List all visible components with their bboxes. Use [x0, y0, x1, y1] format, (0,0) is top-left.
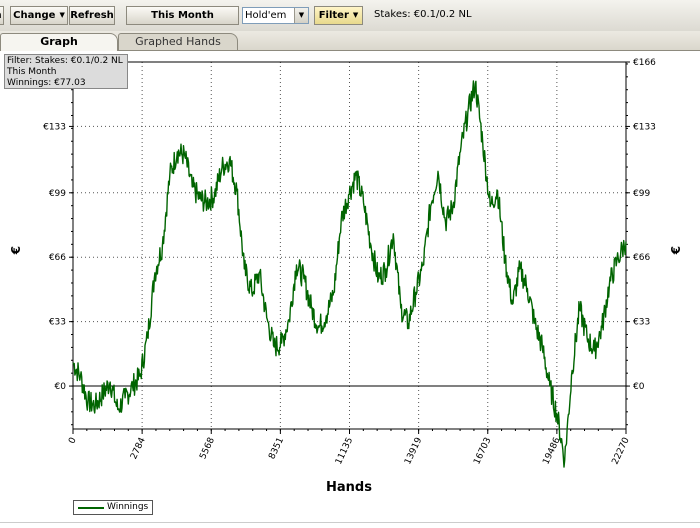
y-tick-label: €33: [633, 318, 650, 328]
winnings-chart: €0€33€66€99€133€166 €0€33€66€99€133€166 …: [9, 58, 683, 495]
info-period-line: This Month: [7, 67, 57, 77]
y-tick-label: €166: [633, 58, 656, 68]
y-axis-label-right: €: [669, 246, 683, 255]
chevron-down-icon: ▼: [59, 11, 65, 19]
x-tick-label: 13919: [403, 436, 424, 466]
this-month-button[interactable]: This Month: [126, 6, 239, 25]
x-tick-label: 2784: [129, 436, 148, 461]
y-tick-label: €99: [633, 189, 650, 199]
dropdown-arrow-icon[interactable]: ▼: [294, 8, 308, 23]
legend-label-winnings: Winnings: [107, 502, 149, 512]
grid-lines: [72, 61, 627, 429]
y-tick-label: €133: [633, 122, 656, 132]
y-tick-label: €0: [55, 382, 67, 392]
chevron-down-icon: ▼: [352, 11, 359, 19]
tab-bar: Graph Graphed Hands: [0, 31, 700, 51]
x-tick-label: 0: [67, 436, 79, 446]
info-filter-line: Filter: Stakes: €0.1/0.2 NL: [7, 56, 123, 66]
y-tick-label: €33: [49, 318, 66, 328]
bottom-divider: [0, 522, 700, 523]
y-tick-label: €66: [633, 253, 650, 263]
x-tick-label: 8351: [267, 436, 286, 461]
legend-swatch: [78, 507, 104, 509]
y-tick-label: €99: [49, 189, 66, 199]
y-tick-label: €133: [43, 122, 66, 132]
plot-frame: [72, 61, 627, 430]
x-tick-label: 5568: [198, 436, 217, 461]
y-axis-right: €0 €33 €66 €99 €133 €166: [626, 58, 656, 426]
x-tick-label: 22270: [611, 436, 632, 466]
change-button[interactable]: Change ▼: [10, 6, 68, 25]
tab-graphed-hands[interactable]: Graphed Hands: [118, 33, 238, 50]
y-axis-left: €0€33€66€99€133€166: [43, 58, 73, 426]
refresh-button[interactable]: Refresh: [69, 6, 115, 25]
filter-button[interactable]: Filter ▼: [314, 6, 363, 25]
game-select-value: Hold'em: [245, 10, 287, 21]
toolbar: n Change▼ Refresh This Month Hold'em ▼ F…: [0, 0, 700, 32]
winnings-series-line: [72, 80, 627, 468]
filter-info-box: Filter: Stakes: €0.1/0.2 NL This Month W…: [4, 54, 128, 89]
x-axis-label: Hands: [326, 480, 372, 495]
game-select[interactable]: Hold'em ▼: [242, 7, 309, 24]
stakes-label: Stakes: €0.1/0.2 NL: [374, 9, 472, 20]
filter-button-label: Filter: [318, 10, 349, 21]
y-axis-label-left: €: [9, 246, 23, 255]
x-axis: 0 2784 5568 8351 11135 13919 16703 19486 22270: [67, 429, 632, 466]
y-tick-label: €0: [633, 382, 645, 392]
partial-button[interactable]: n: [0, 6, 4, 25]
change-button-label: Change: [13, 10, 56, 21]
x-tick-label: 16703: [472, 436, 493, 466]
x-tick-label: 11135: [334, 436, 355, 466]
tab-graph[interactable]: Graph: [0, 33, 118, 51]
chart-legend: Winnings: [73, 500, 153, 515]
y-tick-label: €66: [49, 253, 66, 263]
info-winnings-line: Winnings: €77.03: [7, 78, 86, 88]
